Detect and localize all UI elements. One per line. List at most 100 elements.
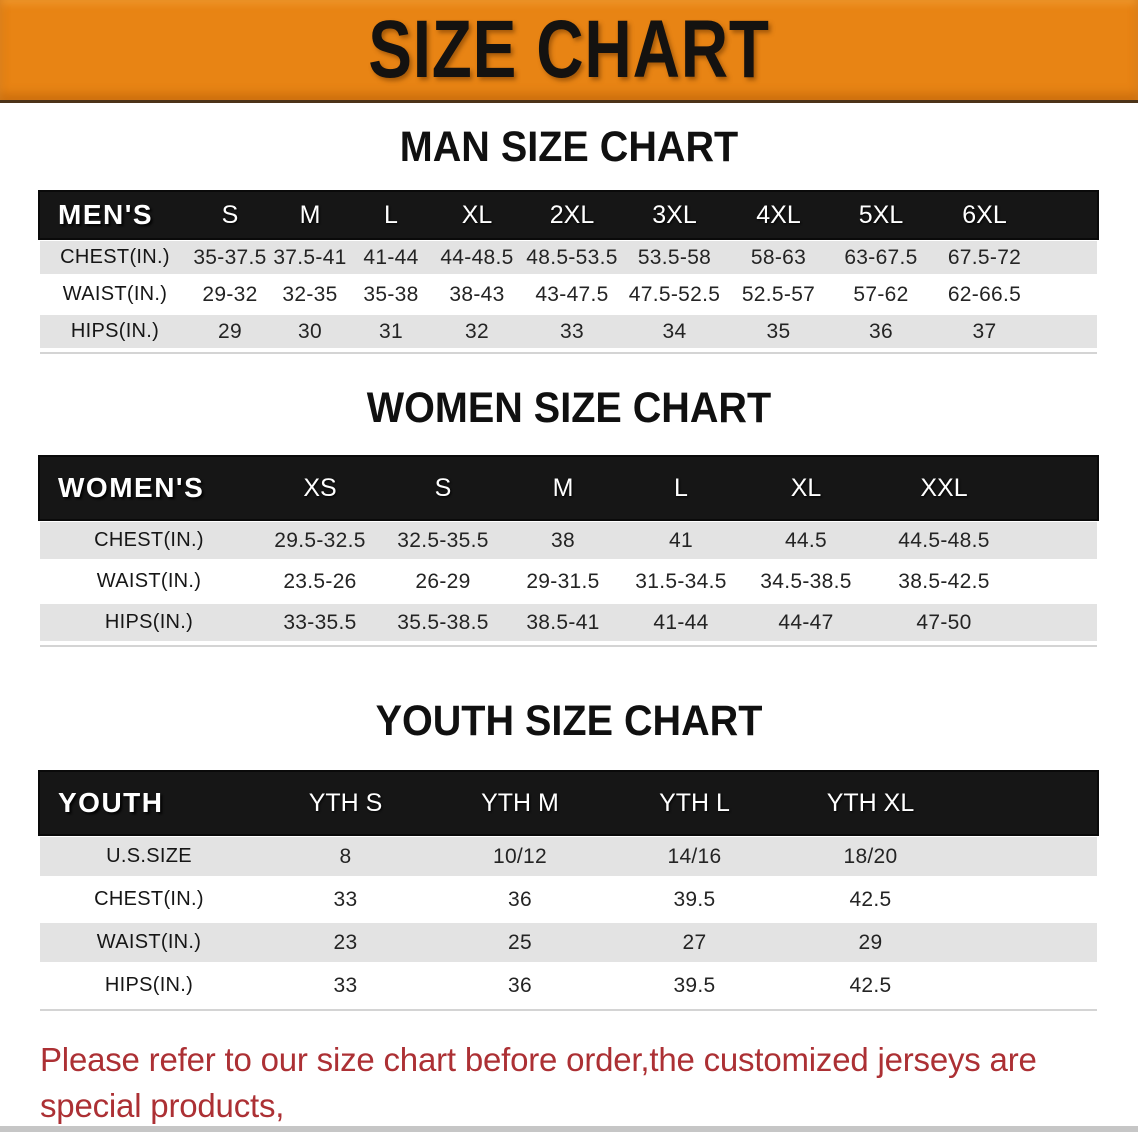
measurement-value: 23 <box>333 930 358 954</box>
man-section-title: MAN SIZE CHART <box>399 123 739 171</box>
measurement-value: 33 <box>333 973 358 997</box>
measurement-value: 33-35.5 <box>283 610 357 634</box>
measurement-value: 44.5-48.5 <box>898 528 990 552</box>
men-table-body: CHEST(IN.) 35-37.5 37.5-41 41-44 44-48.5 48.5… <box>40 241 1097 348</box>
measurement-value: 43-47.5 <box>535 282 609 306</box>
section-man: MAN SIZE CHART MEN'S S M L XL 2XL 3XL 4XL 5XL 6XL… <box>0 103 1138 354</box>
measurement-value: 32-35 <box>282 282 338 306</box>
table-group-label: MEN'S <box>58 199 154 230</box>
size-column-header: M <box>299 200 321 229</box>
row-label: CHEST(IN.) <box>60 246 170 268</box>
table-row: WAIST(IN.) 23 25 27 29 <box>40 923 1097 962</box>
measurement-value: 37.5-41 <box>273 245 347 269</box>
disclaimer-text: Please refer to our size chart before or… <box>0 1011 1138 1132</box>
measurement-value: 14/16 <box>667 844 722 868</box>
measurement-value: 52.5-57 <box>741 282 816 306</box>
row-label: WAIST(IN.) <box>96 570 202 592</box>
women-table-bottom-rule <box>40 645 1097 647</box>
measurement-value: 63-67.5 <box>844 245 918 269</box>
measurement-value: 34.5-38.5 <box>760 569 852 593</box>
measurement-value: 23.5-26 <box>283 569 357 593</box>
size-column-header: 3XL <box>652 200 697 229</box>
measurement-value: 31 <box>379 319 403 343</box>
measurement-value: 41-44 <box>653 610 709 634</box>
table-row: WAIST(IN.) 23.5-26 26-29 29-31.5 31.5-34.5 34… <box>40 563 1097 600</box>
measurement-value: 35 <box>766 319 791 343</box>
row-label: U.S.SIZE <box>106 845 192 867</box>
measurement-value: 44-48.5 <box>440 245 514 269</box>
measurement-value: 32 <box>465 319 489 343</box>
row-label: CHEST(IN.) <box>94 888 204 910</box>
row-label: HIPS(IN.) <box>70 320 160 342</box>
row-label: HIPS(IN.) <box>104 611 194 633</box>
row-label: HIPS(IN.) <box>104 974 194 996</box>
measurement-value: 37 <box>972 319 997 343</box>
measurement-value: 30 <box>298 319 322 343</box>
table-row: HIPS(IN.) 29 30 31 32 33 34 35 36 37 <box>40 315 1097 348</box>
measurement-value: 36 <box>508 973 532 997</box>
table-row: WAIST(IN.) 29-32 32-35 35-38 38-43 43-47.5 47.… <box>40 278 1097 311</box>
row-label: WAIST(IN.) <box>62 283 168 305</box>
measurement-value: 31.5-34.5 <box>635 569 727 593</box>
measurement-value: 35.5-38.5 <box>397 610 489 634</box>
measurement-value: 39.5 <box>673 887 716 911</box>
youth-table-bottom-rule <box>40 1009 1097 1011</box>
measurement-value: 35-38 <box>363 282 419 306</box>
bottom-edge-strip <box>0 1126 1138 1132</box>
size-column-header: 4XL <box>756 200 801 229</box>
youth-table-header-row: YOUTH YTH S YTH M YTH L YTH XL <box>40 772 1097 834</box>
measurement-value: 25 <box>508 930 532 954</box>
size-column-header: L <box>384 200 398 229</box>
measurement-value: 42.5 <box>849 973 892 997</box>
banner-title: SIZE CHART <box>368 4 770 95</box>
measurement-value: 32.5-35.5 <box>397 528 489 552</box>
men-size-table: MEN'S S M L XL 2XL 3XL 4XL 5XL 6XL CHEST(IN.) 35-3… <box>40 192 1097 354</box>
size-column-header: YTH M <box>481 788 559 817</box>
measurement-value: 39.5 <box>673 973 716 997</box>
women-table-body: CHEST(IN.) 29.5-32.5 32.5-35.5 38 41 44.5 44.5… <box>40 522 1097 641</box>
size-column-header: 5XL <box>858 200 904 229</box>
measurement-value: 35-37.5 <box>193 245 267 269</box>
measurement-value: 62-66.5 <box>947 282 1022 306</box>
measurement-value: 33 <box>560 319 584 343</box>
size-column-header: S <box>434 473 452 502</box>
measurement-value: 29-31.5 <box>526 569 600 593</box>
measurement-value: 58-63 <box>750 245 807 269</box>
measurement-value: 44-47 <box>778 610 834 634</box>
measurement-value: 26-29 <box>415 569 471 593</box>
row-label: WAIST(IN.) <box>96 931 202 953</box>
measurement-value: 41-44 <box>363 245 419 269</box>
table-row: HIPS(IN.) 33 36 39.5 42.5 <box>40 966 1097 1005</box>
size-column-header: XL <box>461 200 493 229</box>
measurement-value: 38 <box>551 528 575 552</box>
size-column-header: M <box>552 473 574 502</box>
table-row: HIPS(IN.) 33-35.5 35.5-38.5 38.5-41 41-44 44-… <box>40 604 1097 641</box>
size-column-header: S <box>221 200 239 229</box>
size-column-header: YTH S <box>308 788 383 817</box>
women-size-table: WOMEN'S XS S M L XL XXL CHEST(IN.) 29.5-32.5 32.… <box>40 457 1097 647</box>
men-table-bottom-rule <box>40 352 1097 354</box>
banner: SIZE CHART <box>0 0 1138 103</box>
measurement-value: 36 <box>508 887 532 911</box>
size-chart-content: MAN SIZE CHART MEN'S S M L XL 2XL 3XL 4XL 5XL 6XL… <box>0 103 1138 1132</box>
table-group-label: WOMEN'S <box>58 472 205 503</box>
section-women: WOMEN SIZE CHART WOMEN'S XS S M L XL XXL CHEST… <box>0 354 1138 647</box>
youth-section-title: YOUTH SIZE CHART <box>375 697 763 745</box>
measurement-value: 8 <box>339 844 352 868</box>
women-table-header-row: WOMEN'S XS S M L XL XXL <box>40 457 1097 519</box>
measurement-value: 47.5-52.5 <box>628 282 721 306</box>
measurement-value: 34 <box>662 319 687 343</box>
measurement-value: 53.5-58 <box>637 245 712 269</box>
measurement-value: 47-50 <box>916 610 972 634</box>
measurement-value: 36 <box>869 319 893 343</box>
measurement-value: 29-32 <box>202 282 258 306</box>
size-column-header: XS <box>303 473 337 502</box>
women-section-title: WOMEN SIZE CHART <box>366 384 772 432</box>
table-row: U.S.SIZE 8 10/12 14/16 18/20 <box>40 837 1097 876</box>
measurement-value: 18/20 <box>843 844 898 868</box>
men-table-header-row: MEN'S S M L XL 2XL 3XL 4XL 5XL 6XL <box>40 192 1097 238</box>
table-row: CHEST(IN.) 29.5-32.5 32.5-35.5 38 41 44.5 44.5… <box>40 522 1097 559</box>
measurement-value: 38.5-42.5 <box>898 569 990 593</box>
measurement-value: 27 <box>682 930 707 954</box>
size-column-header: XL <box>790 473 822 502</box>
